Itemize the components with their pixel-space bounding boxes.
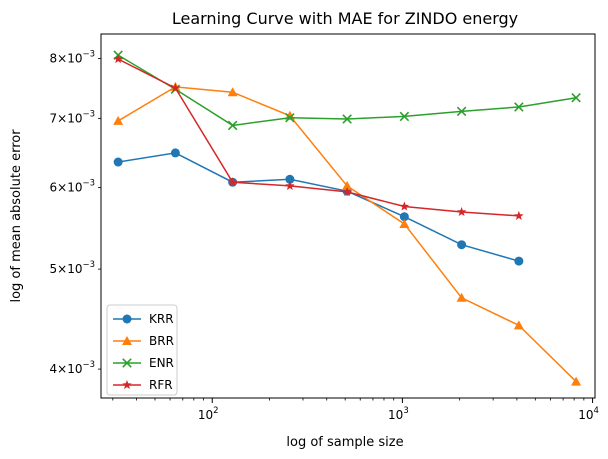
data-point-krr — [514, 256, 524, 266]
data-point-krr — [399, 212, 409, 222]
legend-item-rfr: RFR — [113, 378, 173, 392]
data-point-krr — [285, 174, 295, 184]
x-axis-label: log of sample size — [286, 435, 403, 450]
data-point-enr — [285, 112, 295, 123]
legend-label-krr: KRR — [149, 312, 174, 326]
data-point-brr — [113, 115, 124, 125]
plot-content — [113, 50, 582, 386]
legend: KRR BRR ENR RFR — [106, 304, 178, 396]
chart-title: Learning Curve with MAE for ZINDO energy — [172, 9, 518, 28]
data-point-rfr — [113, 54, 123, 64]
series-rfr — [113, 54, 524, 220]
data-point-brr — [456, 292, 467, 302]
data-point-brr — [399, 218, 410, 228]
series-line-krr — [118, 152, 520, 262]
data-point-brr — [513, 320, 524, 330]
data-point-enr — [456, 106, 467, 117]
data-point-brr — [571, 376, 582, 386]
data-point-rfr — [227, 177, 238, 187]
data-point-enr — [227, 120, 238, 131]
data-point-enr — [514, 102, 524, 112]
y-tick-label: 6×10−3 — [50, 178, 96, 194]
data-point-krr — [457, 240, 467, 250]
legend-label-rfr: RFR — [149, 378, 173, 392]
y-axis-label: log of mean absolute error — [9, 129, 24, 303]
legend-item-krr: KRR — [113, 312, 174, 326]
data-point-brr — [342, 180, 353, 190]
data-point-rfr — [285, 180, 295, 190]
data-point-rfr — [342, 186, 352, 196]
data-point-enr — [571, 92, 581, 103]
axis-ticks: 102 103 104 4×10−3 5×10−3 6×10−3 7×10−3 8×10−3 — [50, 50, 599, 422]
data-point-brr — [227, 87, 238, 97]
plot-frame — [100, 33, 596, 399]
x-tick-label: 102 — [198, 406, 219, 422]
series-krr — [113, 148, 524, 266]
data-point-enr — [399, 111, 410, 122]
y-tick-label: 4×10−3 — [50, 360, 96, 376]
legend-label-enr: ENR — [149, 356, 174, 370]
legend-item-enr: ENR — [113, 356, 174, 370]
data-point-krr — [170, 148, 180, 158]
y-tick-label: 8×10−3 — [50, 50, 96, 66]
data-point-rfr — [170, 83, 181, 93]
legend-item-brr: BRR — [113, 334, 174, 348]
legend-marker-krr — [122, 314, 132, 324]
legend-marker-rfr — [122, 380, 132, 390]
data-point-krr — [113, 157, 123, 167]
x-tick-label: 104 — [578, 406, 599, 422]
legend-marker-enr — [122, 358, 132, 368]
x-tick-label: 103 — [388, 406, 409, 422]
series-line-rfr — [117, 58, 519, 217]
data-point-rfr — [456, 206, 467, 217]
data-point-rfr — [399, 201, 410, 211]
y-tick-label: 7×10−3 — [50, 109, 96, 125]
y-tick-label: 5×10−3 — [50, 260, 96, 276]
data-point-enr — [342, 114, 352, 124]
legend-box — [106, 304, 178, 396]
legend-marker-brr — [122, 336, 132, 345]
data-point-rfr — [514, 210, 524, 220]
legend-label-brr: BRR — [149, 334, 174, 348]
